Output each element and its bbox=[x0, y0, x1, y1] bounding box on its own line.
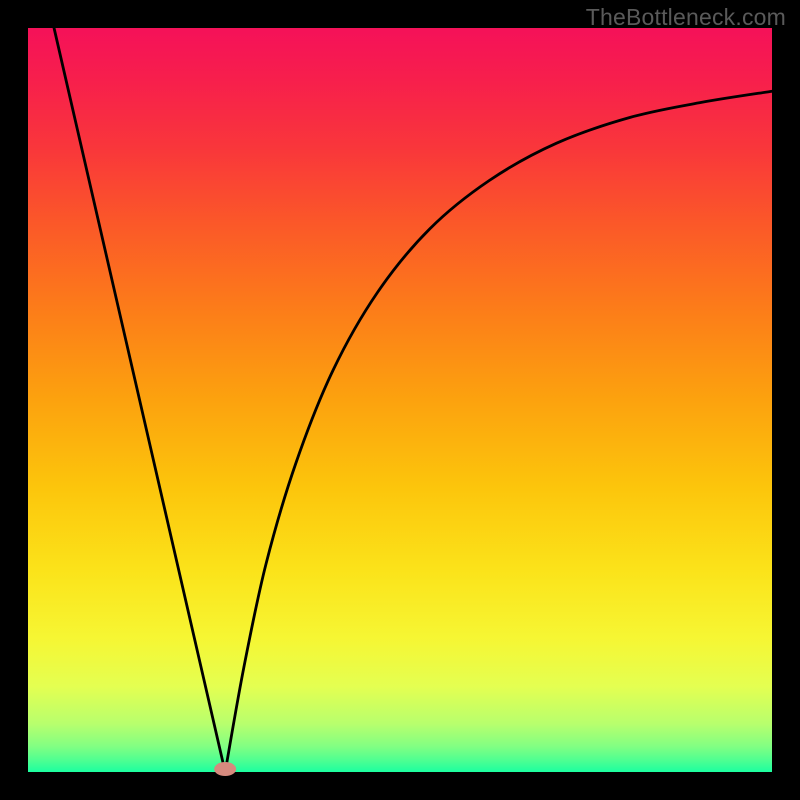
optimum-marker bbox=[214, 762, 236, 776]
chart-frame: TheBottleneck.com bbox=[0, 0, 800, 800]
chart-svg bbox=[0, 0, 800, 800]
watermark-text: TheBottleneck.com bbox=[586, 4, 786, 31]
